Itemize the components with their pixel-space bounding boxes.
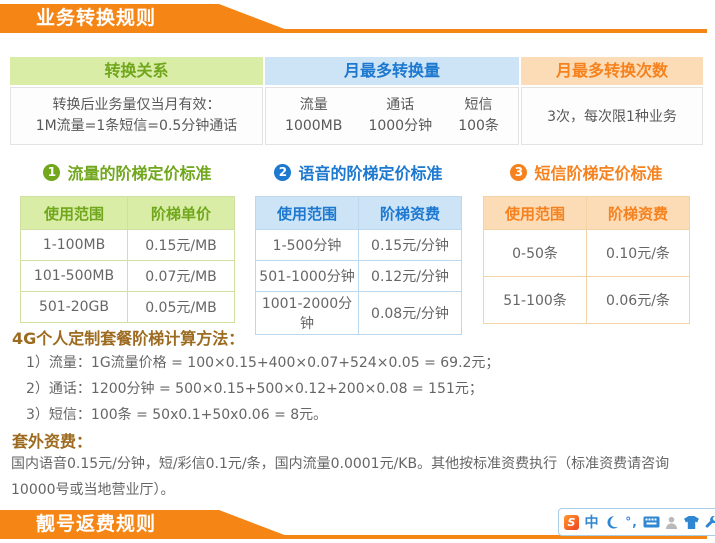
section-title-text: 短信阶梯定价标准 — [534, 164, 663, 183]
quota-label: 通话 — [386, 97, 415, 113]
ime-toolbar[interactable]: S 中 °, — [558, 508, 715, 536]
skin-icon[interactable] — [683, 513, 700, 531]
column-header: 阶梯资费 — [586, 196, 690, 230]
conversion-header-max-volume: 月最多转换量 — [265, 57, 519, 85]
table-row: 51-100条 0.06元/条 — [483, 276, 690, 324]
sms-pricing-table: 使用范围 阶梯资费 0-50条 0.10元/条 51-100条 0.06元/条 — [483, 196, 690, 324]
sogou-logo-icon[interactable]: S — [563, 513, 580, 531]
table-row: 0-50条 0.10元/条 — [483, 229, 690, 277]
keyboard-icon[interactable] — [643, 513, 660, 531]
price-cell: 0.07元/MB — [127, 260, 235, 292]
section-title-text: 流量的阶梯定价标准 — [67, 164, 212, 183]
calc-method-heading: 4G个人定制套餐阶梯计算方法： — [12, 329, 245, 348]
wrench-icon[interactable] — [703, 513, 715, 531]
quota-item-data: 流量 1000MB — [285, 95, 342, 137]
user-icon[interactable] — [663, 513, 680, 531]
quota-value: 1000MB — [285, 118, 343, 134]
quota-label: 短信 — [464, 97, 493, 113]
top-banner-title: 业务转换规则 — [0, 4, 219, 33]
calc-line-data: 1）流量：1G流量价格 = 100×0.15+400×0.07+524×0.05… — [26, 355, 500, 371]
range-cell: 1001-2000分钟 — [255, 291, 359, 335]
quota-label: 流量 — [299, 97, 328, 113]
extra-fee-body: 国内语音0.15元/分钟，短/彩信0.1元/条，国内流量0.0001元/KB。其… — [11, 456, 670, 498]
bottom-banner: 靓号返费规则 — [0, 510, 715, 543]
chinese-mode-icon[interactable]: 中 — [584, 515, 599, 531]
bottom-banner-underline — [282, 535, 707, 539]
price-cell: 0.15元/MB — [127, 229, 235, 261]
column-header: 阶梯单价 — [127, 196, 235, 230]
number-1-icon: 1 — [43, 163, 61, 181]
conversion-header-max-times: 月最多转换次数 — [521, 57, 703, 85]
quota-item-voice: 通话 1000分钟 — [368, 95, 432, 137]
conversion-times-cell: 3次，每次限1种业务 — [521, 87, 703, 145]
table-row: 1001-2000分钟 0.08元/分钟 — [255, 291, 462, 335]
section-title-data-pricing: 1 流量的阶梯定价标准 — [20, 161, 235, 183]
extra-fee-heading: 套外资费： — [12, 432, 93, 451]
conversion-relation-cell: 转换后业务量仅当月有效： 1M流量=1条短信=0.5分钟通话 — [10, 87, 263, 145]
column-header: 使用范围 — [483, 196, 587, 230]
price-cell: 0.08元/分钟 — [358, 291, 462, 335]
section-title-sms-pricing: 3 短信阶梯定价标准 — [483, 161, 690, 183]
column-header: 阶梯资费 — [358, 196, 462, 230]
range-cell: 0-50条 — [483, 229, 587, 277]
range-cell: 1-100MB — [20, 229, 128, 261]
price-cell: 0.12元/分钟 — [358, 260, 462, 292]
table-row: 501-1000分钟 0.12元/分钟 — [255, 260, 462, 292]
price-cell: 0.05元/MB — [127, 291, 235, 323]
bottom-banner-title: 靓号返费规则 — [0, 510, 219, 539]
conversion-header-relation: 转换关系 — [10, 57, 263, 85]
voice-pricing-table: 使用范围 阶梯资费 1-500分钟 0.15元/分钟 501-1000分钟 0.… — [255, 196, 462, 335]
relation-line-2: 1M流量=1条短信=0.5分钟通话 — [35, 118, 238, 134]
range-cell: 101-500MB — [20, 260, 128, 292]
range-cell: 501-20GB — [20, 291, 128, 323]
quota-item-sms: 短信 100条 — [458, 95, 499, 137]
moon-icon[interactable] — [603, 513, 620, 531]
section-title-text: 语音的阶梯定价标准 — [298, 164, 443, 183]
price-cell: 0.10元/条 — [586, 229, 690, 277]
conversion-summary-table: 转换关系 月最多转换量 月最多转换次数 转换后业务量仅当月有效： 1M流量=1条… — [10, 57, 705, 145]
quota-value: 1000分钟 — [368, 118, 433, 134]
data-pricing-table: 使用范围 阶梯单价 1-100MB 0.15元/MB 101-500MB 0.0… — [20, 196, 235, 323]
conversion-quota-cell: 流量 1000MB 通话 1000分钟 短信 100条 — [265, 87, 519, 145]
section-title-voice-pricing: 2 语音的阶梯定价标准 — [255, 161, 462, 183]
relation-line-1: 转换后业务量仅当月有效： — [52, 97, 221, 113]
price-cell: 0.15元/分钟 — [358, 229, 462, 261]
top-banner-underline — [282, 29, 707, 33]
price-cell: 0.06元/条 — [586, 276, 690, 324]
punctuation-icon[interactable]: °, — [625, 515, 638, 529]
range-cell: 1-500分钟 — [255, 229, 359, 261]
bottom-banner-slant — [219, 510, 295, 539]
table-row: 501-20GB 0.05元/MB — [20, 291, 235, 323]
calc-method-lines: 1）流量：1G流量价格 = 100×0.15+400×0.07+524×0.05… — [26, 350, 499, 428]
range-cell: 51-100条 — [483, 276, 587, 324]
calc-line-voice: 2）通话：1200分钟 = 500×0.15+500×0.12+200×0.08… — [26, 381, 483, 397]
column-header: 使用范围 — [20, 196, 128, 230]
number-2-icon: 2 — [274, 163, 292, 181]
table-row: 1-500分钟 0.15元/分钟 — [255, 229, 462, 261]
column-header: 使用范围 — [255, 196, 359, 230]
number-3-icon: 3 — [510, 163, 528, 181]
table-row: 101-500MB 0.07元/MB — [20, 260, 235, 292]
top-banner: 业务转换规则 — [0, 4, 715, 37]
table-row: 1-100MB 0.15元/MB — [20, 229, 235, 261]
quota-value: 100条 — [458, 118, 499, 134]
top-banner-slant — [219, 4, 295, 33]
calc-line-sms: 3）短信：100条 = 50x0.1+50x0.06 = 8元。 — [26, 407, 328, 423]
range-cell: 501-1000分钟 — [255, 260, 359, 292]
